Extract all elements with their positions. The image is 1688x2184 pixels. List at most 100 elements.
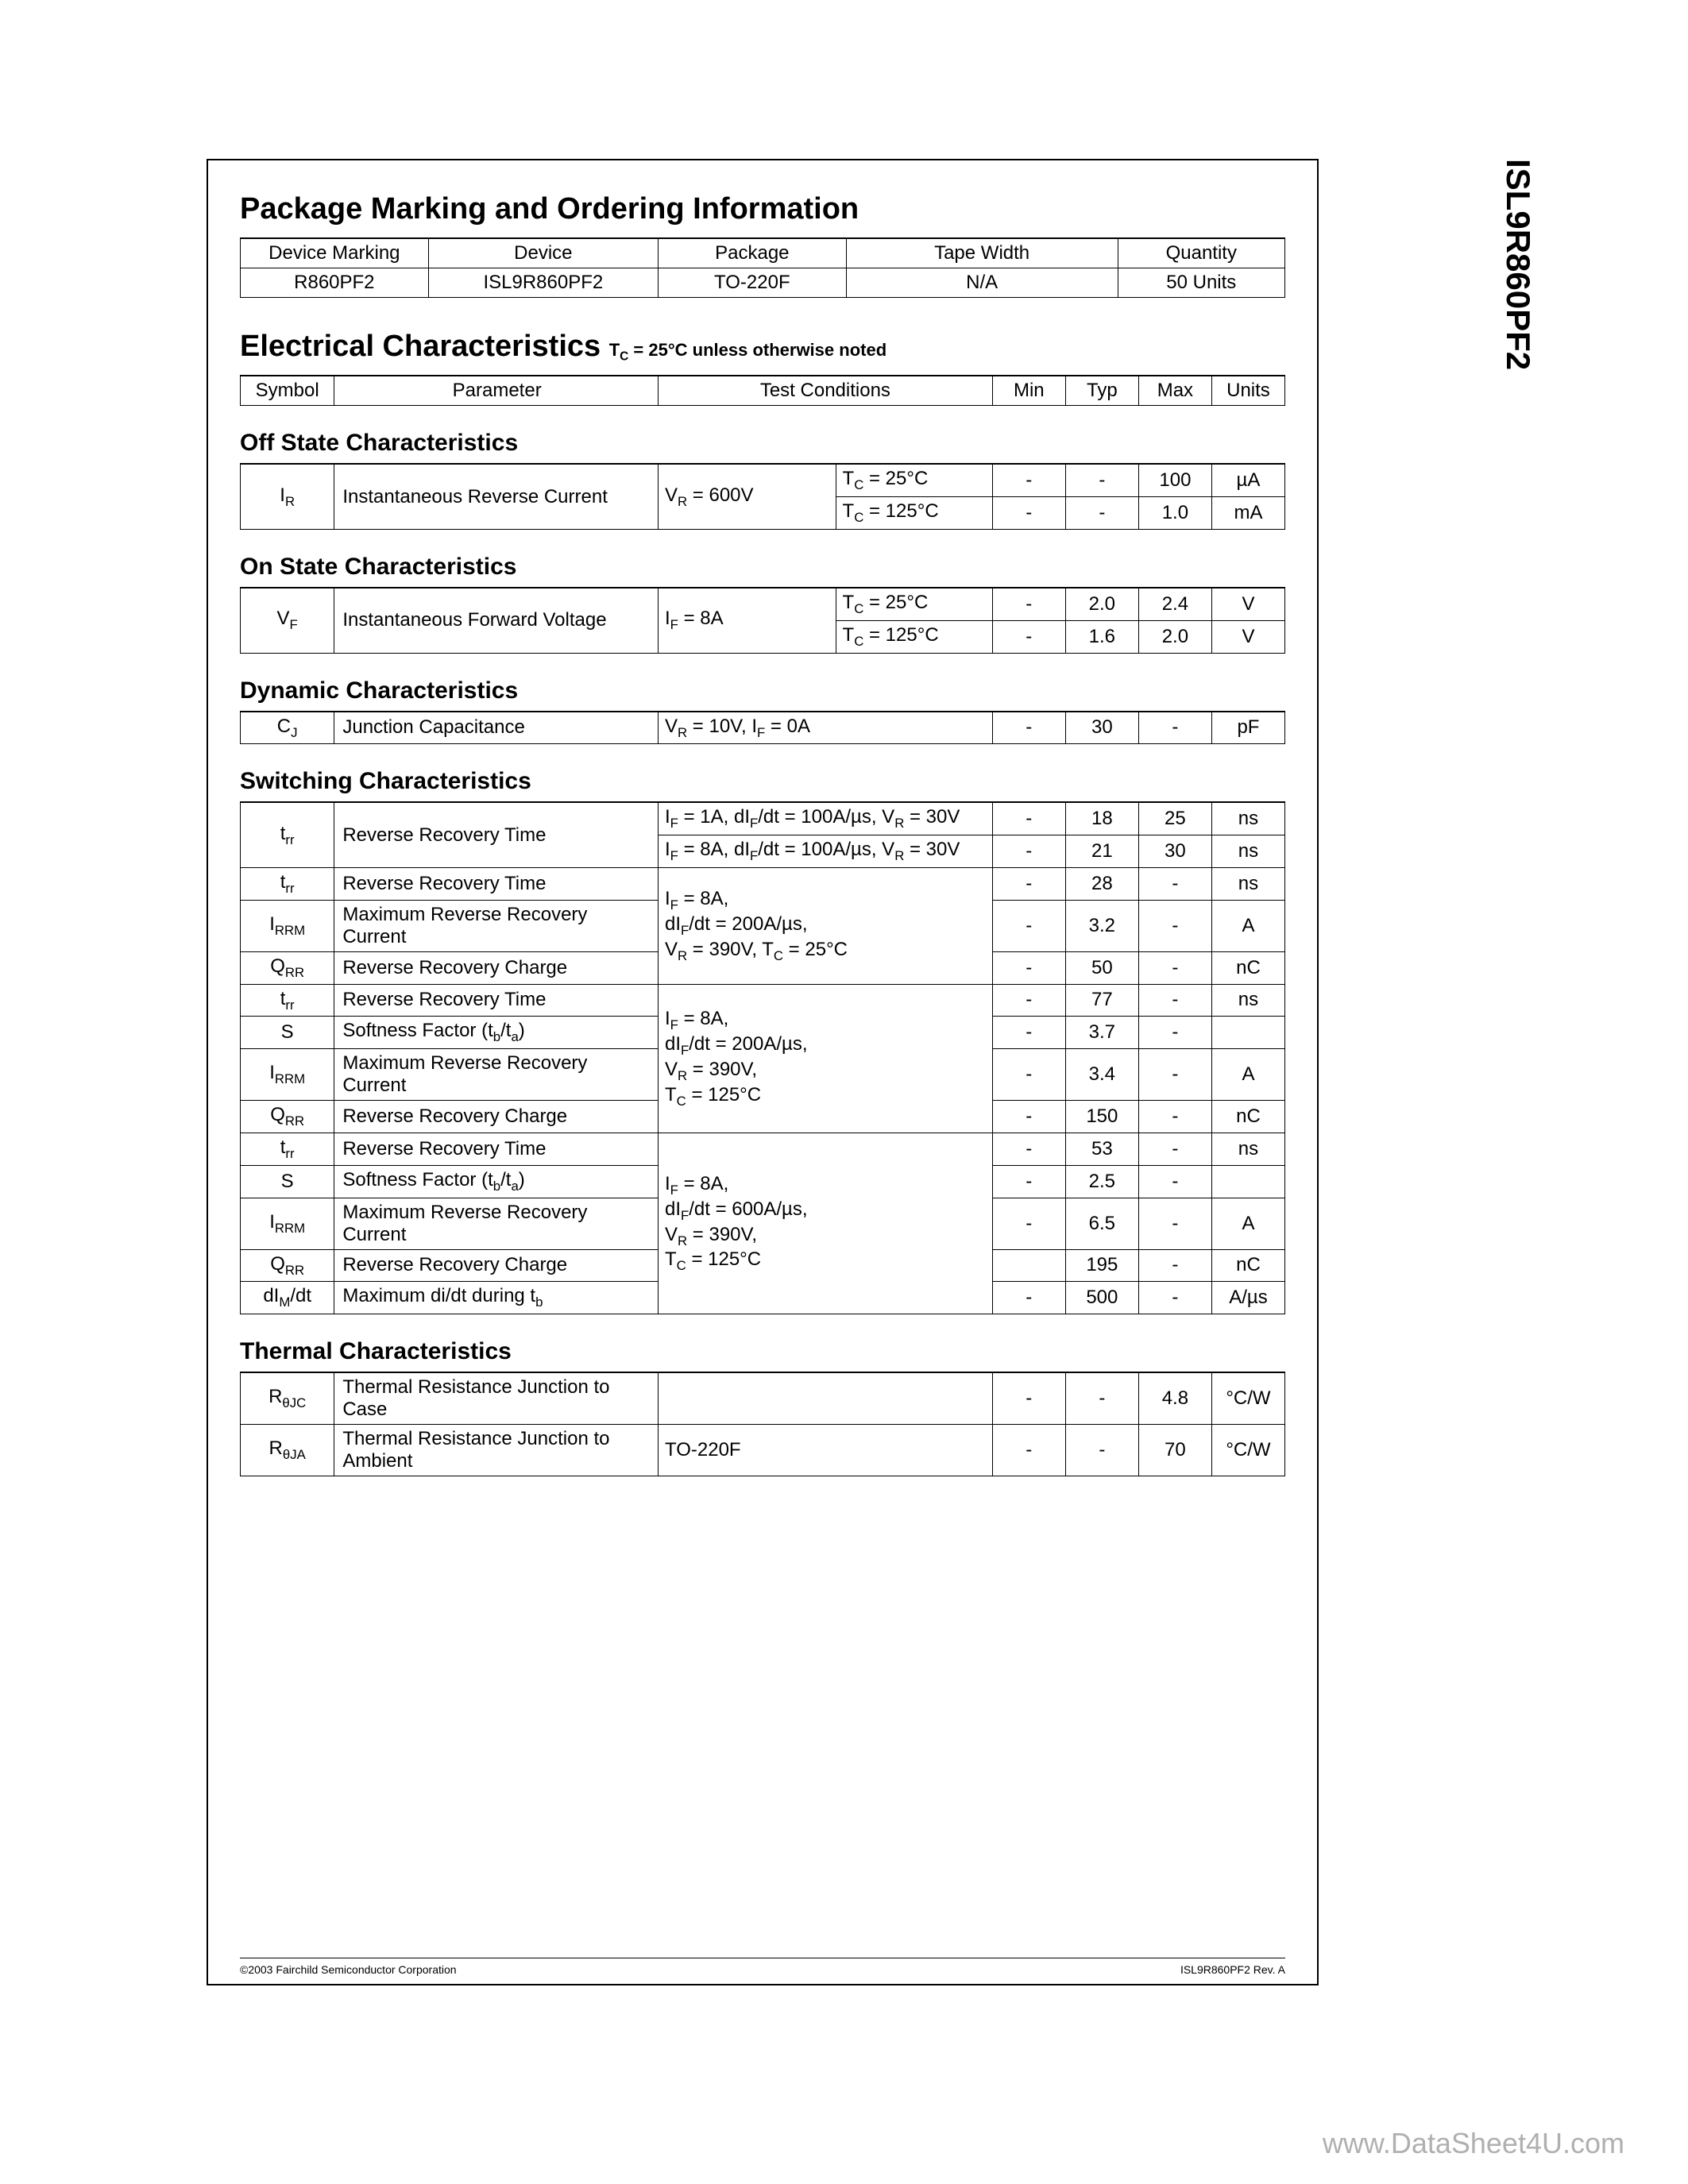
elec-header: Max — [1138, 376, 1211, 406]
part-number-vertical: ISL9R860PF2 — [1499, 159, 1537, 370]
max-cell: - — [1138, 984, 1211, 1017]
units-cell: A — [1211, 1198, 1284, 1249]
min-cell: - — [992, 1101, 1065, 1133]
min-cell: - — [992, 1198, 1065, 1249]
max-cell: 100 — [1138, 464, 1211, 496]
cond-cell: IF = 8A, dIF/dt = 100A/µs, VR = 30V — [658, 835, 992, 868]
cond-cell — [658, 1372, 992, 1425]
typ-cell: 195 — [1065, 1249, 1138, 1282]
units-cell: V — [1211, 588, 1284, 620]
min-cell: - — [992, 835, 1065, 868]
cond-cell: IF = 8A — [658, 588, 836, 653]
elec-header: Parameter — [334, 376, 659, 406]
units-cell: ns — [1211, 802, 1284, 835]
units-cell: A — [1211, 900, 1284, 951]
cond-cell: TC = 25°C — [836, 464, 992, 496]
units-cell: mA — [1211, 497, 1284, 530]
units-cell — [1211, 1165, 1284, 1198]
min-cell: - — [992, 951, 1065, 984]
max-cell: - — [1138, 867, 1211, 900]
electrical-header-table: Symbol Parameter Test Conditions Min Typ… — [240, 375, 1285, 406]
param-cell: Softness Factor (tb/ta) — [334, 1017, 659, 1049]
symbol-cell: QRR — [241, 951, 334, 984]
units-cell: ns — [1211, 835, 1284, 868]
cond-cell: IF = 8A,dIF/dt = 200A/µs,VR = 390V,TC = … — [658, 984, 992, 1133]
min-cell: - — [992, 620, 1065, 653]
typ-cell: 28 — [1065, 867, 1138, 900]
units-cell: ns — [1211, 867, 1284, 900]
dynamic-table: CJ Junction Capacitance VR = 10V, IF = 0… — [240, 711, 1285, 745]
cond-cell: TC = 25°C — [836, 588, 992, 620]
max-cell: 2.4 — [1138, 588, 1211, 620]
min-cell: - — [992, 588, 1065, 620]
ordering-header: Device — [428, 238, 658, 268]
page-footer: ©2003 Fairchild Semiconductor Corporatio… — [240, 1958, 1285, 1976]
max-cell: 2.0 — [1138, 620, 1211, 653]
elec-header: Min — [992, 376, 1065, 406]
typ-cell: 21 — [1065, 835, 1138, 868]
typ-cell: - — [1065, 1372, 1138, 1425]
min-cell: - — [992, 802, 1065, 835]
max-cell: 1.0 — [1138, 497, 1211, 530]
elec-header: Units — [1211, 376, 1284, 406]
symbol-cell: RθJA — [241, 1425, 334, 1476]
ordering-header: Device Marking — [241, 238, 429, 268]
units-cell: nC — [1211, 951, 1284, 984]
units-cell — [1211, 1017, 1284, 1049]
ordering-header: Quantity — [1118, 238, 1284, 268]
max-cell: - — [1138, 1249, 1211, 1282]
cond-cell: TC = 125°C — [836, 620, 992, 653]
param-cell: Reverse Recovery Time — [334, 802, 659, 867]
max-cell: - — [1138, 1049, 1211, 1101]
cond-cell: TC = 125°C — [836, 497, 992, 530]
typ-cell: 30 — [1065, 712, 1138, 744]
thermal-title: Thermal Characteristics — [240, 1338, 1285, 1365]
min-cell: - — [992, 1372, 1065, 1425]
max-cell: - — [1138, 1282, 1211, 1314]
ordering-header: Package — [658, 238, 846, 268]
on-state-title: On State Characteristics — [240, 554, 1285, 581]
min-cell: - — [992, 1049, 1065, 1101]
ordering-cell: R860PF2 — [241, 268, 429, 298]
max-cell: - — [1138, 900, 1211, 951]
symbol-cell: trr — [241, 867, 334, 900]
units-cell: °C/W — [1211, 1372, 1284, 1425]
typ-cell: 2.5 — [1065, 1165, 1138, 1198]
symbol-cell: dIM/dt — [241, 1282, 334, 1314]
symbol-cell: VF — [241, 588, 334, 653]
min-cell: - — [992, 497, 1065, 530]
param-cell: Instantaneous Reverse Current — [334, 464, 659, 529]
max-cell: - — [1138, 1101, 1211, 1133]
param-cell: Maximum Reverse Recovery Current — [334, 900, 659, 951]
param-cell: Maximum Reverse Recovery Current — [334, 1049, 659, 1101]
electrical-title: Electrical Characteristics TC = 25°C unl… — [240, 330, 1285, 364]
param-cell: Instantaneous Forward Voltage — [334, 588, 659, 653]
units-cell: pF — [1211, 712, 1284, 744]
symbol-cell: QRR — [241, 1249, 334, 1282]
typ-cell: 53 — [1065, 1133, 1138, 1165]
typ-cell: 18 — [1065, 802, 1138, 835]
param-cell: Reverse Recovery Charge — [334, 1101, 659, 1133]
param-cell: Maximum Reverse Recovery Current — [334, 1198, 659, 1249]
elec-header: Symbol — [241, 376, 334, 406]
max-cell: 70 — [1138, 1425, 1211, 1476]
min-cell: - — [992, 984, 1065, 1017]
units-cell: A — [1211, 1049, 1284, 1101]
symbol-cell: IR — [241, 464, 334, 529]
elec-header: Typ — [1065, 376, 1138, 406]
max-cell: - — [1138, 951, 1211, 984]
param-cell: Reverse Recovery Time — [334, 867, 659, 900]
watermark: www.DataSheet4U.com — [1323, 2127, 1624, 2160]
typ-cell: 2.0 — [1065, 588, 1138, 620]
typ-cell: 3.4 — [1065, 1049, 1138, 1101]
units-cell: A/µs — [1211, 1282, 1284, 1314]
ordering-cell: ISL9R860PF2 — [428, 268, 658, 298]
min-cell: - — [992, 900, 1065, 951]
typ-cell: 1.6 — [1065, 620, 1138, 653]
min-cell: - — [992, 712, 1065, 744]
units-cell: ns — [1211, 1133, 1284, 1165]
min-cell: - — [992, 1165, 1065, 1198]
dynamic-title: Dynamic Characteristics — [240, 677, 1285, 704]
min-cell: - — [992, 1425, 1065, 1476]
max-cell: - — [1138, 1133, 1211, 1165]
